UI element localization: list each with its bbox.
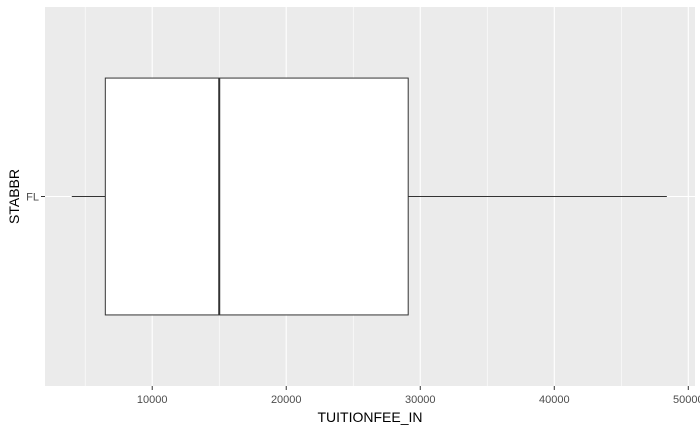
y-tick-label: FL [26,192,39,204]
x-axis-title: TUITIONFEE_IN [317,409,422,425]
x-tick-label: 40000 [539,394,570,406]
y-axis: FL [26,192,45,204]
iqr-box [105,78,408,315]
x-tick-label: 50000 [673,394,700,406]
x-axis: 10000 20000 30000 40000 50000 [137,386,700,406]
x-tick-label: 30000 [405,394,436,406]
y-axis-title: STABBR [6,169,22,224]
x-tick-label: 20000 [271,394,302,406]
x-tick-label: 10000 [137,394,168,406]
